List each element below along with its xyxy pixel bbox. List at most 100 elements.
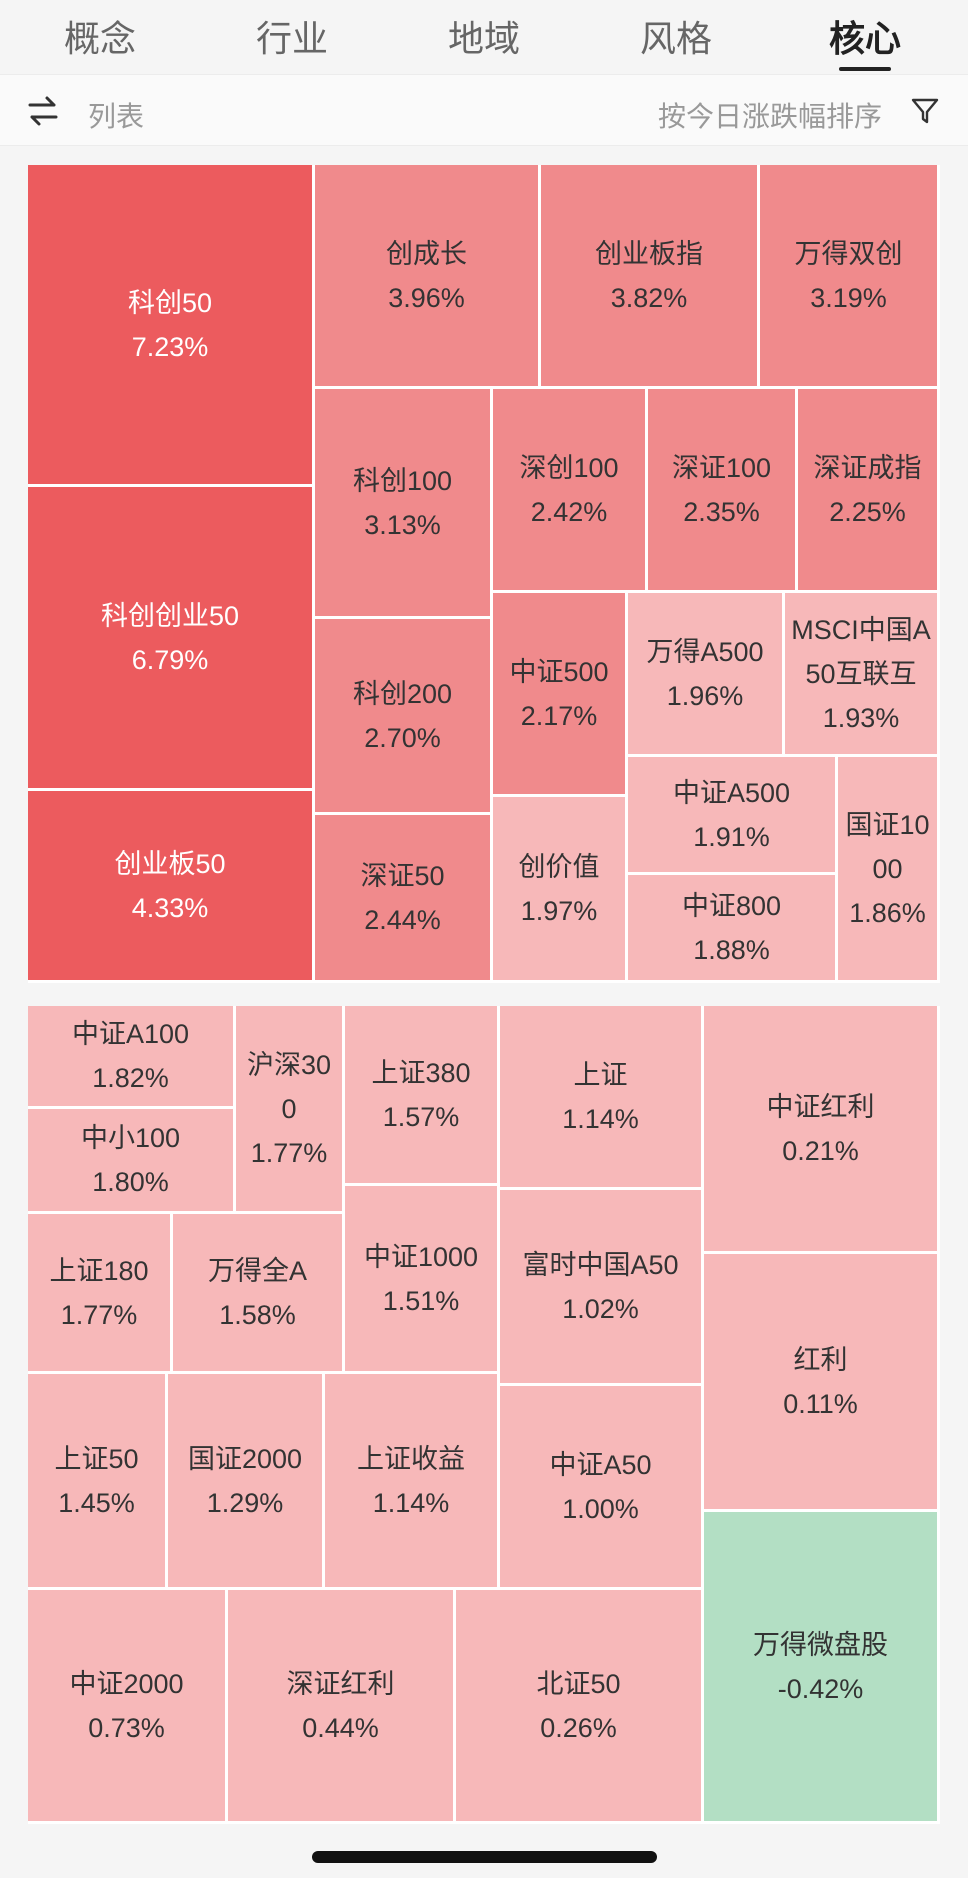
tile-pct: 1.77% — [60, 1299, 138, 1330]
tile-name: 万得双创 — [794, 238, 903, 269]
tile-chinext-value[interactable]: 创价值 1.97% — [493, 797, 628, 983]
tile-star200[interactable]: 科创200 2.70% — [315, 619, 493, 815]
tile-pct: 1.58% — [219, 1299, 296, 1330]
tile-pct: 1.96% — [666, 680, 744, 711]
tile-chinext50[interactable]: 创业板50 4.33% — [28, 791, 315, 983]
tile-szse-dividend[interactable]: 深证红利 0.44% — [228, 1590, 456, 1824]
tile-star50[interactable]: 科创50 7.23% — [28, 165, 315, 487]
tile-ftse-china-a50[interactable]: 富时中国A50 1.02% — [500, 1190, 704, 1386]
home-indicator[interactable] — [312, 1851, 657, 1863]
tile-pct: 1.80% — [92, 1167, 169, 1197]
tab-concept[interactable]: 概念 — [63, 18, 136, 59]
tile-pct: 2.17% — [520, 700, 598, 731]
filter-icon[interactable] — [910, 96, 940, 126]
tile-wind-dual-innovation[interactable]: 万得双创 3.19% — [760, 165, 940, 389]
tile-msci-china-a50[interactable]: MSCI中国A50互联互 1.93% — [785, 593, 940, 757]
tile-sse380[interactable]: 上证380 1.57% — [345, 1006, 500, 1186]
tile-csi-a100[interactable]: 中证A100 1.82% — [28, 1006, 236, 1109]
tile-name: 科创50 — [127, 287, 213, 318]
tab-style[interactable]: 风格 — [639, 18, 712, 59]
tile-name: 万得微盘股 — [753, 1629, 888, 1660]
tile-sz-innovation100[interactable]: 深创100 2.42% — [493, 389, 648, 593]
tile-pct: 6.79% — [131, 644, 209, 675]
tile-csi-a50[interactable]: 中证A50 1.00% — [500, 1386, 704, 1590]
tile-name: 红利 — [793, 1344, 848, 1375]
tab-industry[interactable]: 行业 — [255, 18, 328, 59]
tile-sme100[interactable]: 中小100 1.80% — [28, 1109, 236, 1214]
tile-pct: 2.25% — [829, 496, 906, 527]
tile-szse-component[interactable]: 深证成指 2.25% — [798, 389, 940, 593]
tile-sse180[interactable]: 上证180 1.77% — [28, 1214, 173, 1374]
tile-name: 国证1000 — [845, 809, 930, 884]
tile-pct: 1.51% — [382, 1285, 460, 1316]
tile-pct: 2.70% — [364, 722, 441, 753]
tile-pct: 2.42% — [530, 496, 608, 527]
tile-chinext-growth[interactable]: 创成长 3.96% — [315, 165, 541, 389]
tile-name: 中证1000 — [363, 1241, 479, 1272]
tab-region[interactable]: 地域 — [447, 18, 520, 59]
tile-name: 创成长 — [386, 238, 467, 269]
tile-cni1000[interactable]: 国证1000 1.86% — [838, 757, 940, 983]
tile-pct: 1.00% — [562, 1493, 639, 1524]
tile-wind-a500[interactable]: 万得A500 1.96% — [628, 593, 785, 757]
tile-szse50[interactable]: 深证50 2.44% — [315, 815, 493, 983]
tab-core[interactable]: 核心 — [828, 18, 901, 59]
tile-csi300[interactable]: 沪深300 1.77% — [236, 1006, 345, 1214]
tile-sse-total-return[interactable]: 上证收益 1.14% — [325, 1374, 500, 1590]
tile-csi800[interactable]: 中证800 1.88% — [628, 875, 838, 983]
tile-csi2000[interactable]: 中证2000 0.73% — [28, 1590, 228, 1824]
tile-pct: 7.23% — [131, 331, 209, 362]
tile-pct: 0.73% — [88, 1712, 165, 1743]
tile-bse50[interactable]: 北证50 0.26% — [456, 1590, 704, 1824]
tile-wind-microcap[interactable]: 万得微盘股 -0.42% — [704, 1512, 940, 1824]
tile-csi-a500[interactable]: 中证A500 1.91% — [628, 757, 838, 875]
tile-name: 中小100 — [80, 1123, 181, 1153]
tile-star-chinext50[interactable]: 科创创业50 6.79% — [28, 487, 315, 791]
tile-pct: 2.35% — [683, 496, 760, 527]
tile-pct: 0.21% — [782, 1135, 859, 1166]
tile-name: 中证A100 — [71, 1019, 190, 1049]
tile-name: MSCI中国A50互联互 — [791, 614, 931, 689]
tile-pct: 1.82% — [92, 1063, 169, 1093]
tile-pct: 1.88% — [693, 934, 770, 965]
tile-pct: 1.14% — [562, 1103, 639, 1134]
tile-chinext-index[interactable]: 创业板指 3.82% — [541, 165, 760, 389]
tile-name: 深创100 — [519, 452, 619, 483]
tile-name: 深证100 — [671, 452, 772, 483]
tile-pct: 1.97% — [520, 895, 598, 926]
tile-wind-all-a[interactable]: 万得全A 1.58% — [173, 1214, 345, 1374]
tile-pct: 4.33% — [131, 892, 209, 923]
tile-szse100[interactable]: 深证100 2.35% — [648, 389, 798, 593]
tile-name: 万得全A — [207, 1255, 307, 1286]
tile-csi500[interactable]: 中证500 2.17% — [493, 593, 628, 797]
tile-sse-composite[interactable]: 上证 1.14% — [500, 1006, 704, 1190]
tile-name: 深证红利 — [286, 1668, 395, 1699]
tile-name: 深证50 — [360, 860, 445, 891]
tile-name: 万得A500 — [646, 636, 764, 667]
tile-name: 创价值 — [518, 851, 600, 882]
tile-csi1000[interactable]: 中证1000 1.51% — [345, 1186, 500, 1374]
swap-icon[interactable] — [26, 94, 60, 128]
list-view-toggle[interactable]: 列表 — [88, 101, 145, 132]
sort-order-label[interactable]: 按今日涨跌幅排序 — [657, 101, 882, 132]
tile-pct: 0.26% — [540, 1712, 617, 1743]
tile-csi-dividend[interactable]: 中证红利 0.21% — [704, 1006, 940, 1254]
tile-name: 上证 — [573, 1059, 628, 1090]
tile-name: 富时中国A50 — [522, 1249, 679, 1280]
tile-name: 上证180 — [49, 1255, 149, 1286]
tile-cni2000[interactable]: 国证2000 1.29% — [168, 1374, 325, 1590]
tile-pct: 1.45% — [58, 1487, 135, 1518]
tile-sse50[interactable]: 上证50 1.45% — [28, 1374, 168, 1590]
tile-pct: 3.96% — [388, 282, 465, 313]
tile-pct: 1.77% — [250, 1137, 328, 1168]
tile-name: 创业板50 — [114, 848, 226, 879]
tile-star100[interactable]: 科创100 3.13% — [315, 389, 493, 619]
tile-name: 北证50 — [536, 1668, 621, 1699]
tab-bar: 概念 行业 地域 风格 核心 — [0, 0, 968, 72]
tile-pct: 1.14% — [372, 1487, 450, 1518]
tile-name: 沪深300 — [246, 1049, 332, 1124]
treemap-top: 科创50 7.23% 科创创业50 6.79% 创业板50 4.33% 创成长 3.96… — [28, 165, 940, 983]
treemap-bottom: 中证A100 1.82% 中小100 1.80% 沪深300 1.77% 上证380 1… — [28, 1006, 940, 1824]
tile-dividend[interactable]: 红利 0.11% — [704, 1254, 940, 1512]
tile-pct: 2.44% — [364, 904, 441, 935]
